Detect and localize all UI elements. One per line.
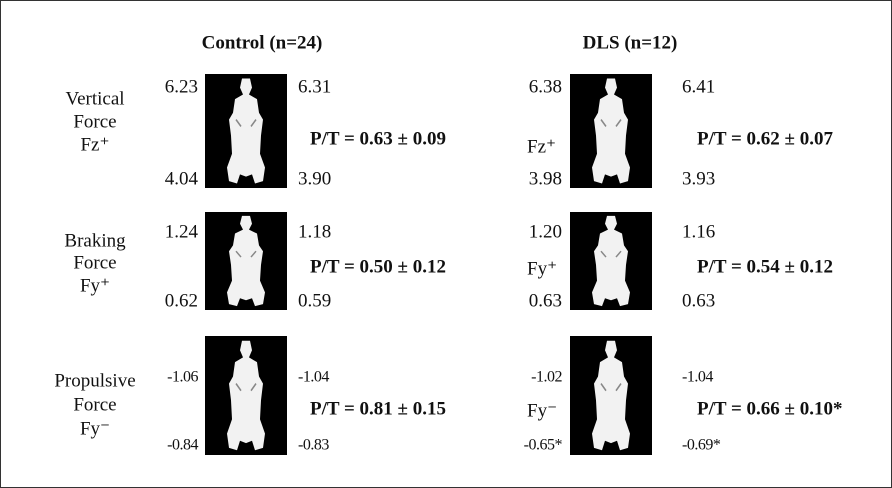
value-top-right: 1.16 [682, 221, 715, 242]
value-bottom-right: 0.59 [298, 290, 331, 311]
value-top-right: 1.18 [298, 221, 331, 242]
column-header: Control (n=24) [202, 32, 323, 53]
value-top-left: -1.02 [531, 369, 562, 386]
row-label: Force [73, 252, 116, 273]
row-label: Propulsive [54, 370, 135, 391]
value-bottom-right: 0.63 [682, 290, 715, 311]
value-bottom-right: 3.90 [298, 168, 331, 189]
row-label: Force [73, 394, 116, 415]
dog-image [570, 336, 652, 455]
row-label: Vertical [65, 88, 124, 109]
value-top-right: -1.04 [682, 369, 713, 386]
value-top-left: 6.23 [165, 76, 198, 97]
value-bottom-right: 3.93 [682, 168, 715, 189]
dog-image [205, 74, 287, 188]
ratio: P/T = 0.63 ± 0.09 [310, 128, 446, 149]
value-top-right: 6.41 [682, 76, 715, 97]
value-bottom-right: -0.69* [682, 437, 721, 454]
row-label: Fy⁻ [80, 418, 110, 439]
side-label: Fz⁺ [527, 136, 556, 157]
value-top-left: -1.06 [167, 369, 198, 386]
value-bottom-left: -0.65* [524, 437, 563, 454]
row-label: Force [73, 111, 116, 132]
value-bottom-right: -0.83 [298, 437, 329, 454]
row-label: Braking [64, 230, 126, 251]
value-top-right: -1.04 [298, 369, 329, 386]
side-label: Fy⁺ [527, 258, 557, 279]
dog-image [205, 212, 287, 310]
value-bottom-left: -0.84 [167, 437, 198, 454]
value-bottom-left: 3.98 [529, 168, 562, 189]
row-label: Fz⁺ [80, 134, 109, 155]
ratio: P/T = 0.54 ± 0.12 [697, 256, 833, 277]
row-label: Fy⁺ [80, 275, 110, 296]
dog-image [570, 74, 652, 188]
value-bottom-left: 0.63 [529, 290, 562, 311]
ratio: P/T = 0.81 ± 0.15 [310, 398, 446, 419]
dog-image [570, 212, 652, 310]
side-label: Fy⁻ [527, 400, 557, 421]
ratio: P/T = 0.62 ± 0.07 [697, 128, 833, 149]
ratio: P/T = 0.66 ± 0.10* [697, 398, 842, 419]
dog-image [205, 336, 287, 455]
value-top-right: 6.31 [298, 76, 331, 97]
value-bottom-left: 0.62 [165, 290, 198, 311]
value-top-left: 6.38 [529, 76, 562, 97]
value-top-left: 1.24 [165, 221, 199, 242]
value-top-left: 1.20 [529, 221, 562, 242]
column-header: DLS (n=12) [583, 32, 678, 53]
ratio: P/T = 0.50 ± 0.12 [310, 256, 446, 277]
value-bottom-left: 4.04 [165, 168, 199, 189]
figure: Control (n=24) DLS (n=12) VerticalForceF… [0, 0, 892, 488]
